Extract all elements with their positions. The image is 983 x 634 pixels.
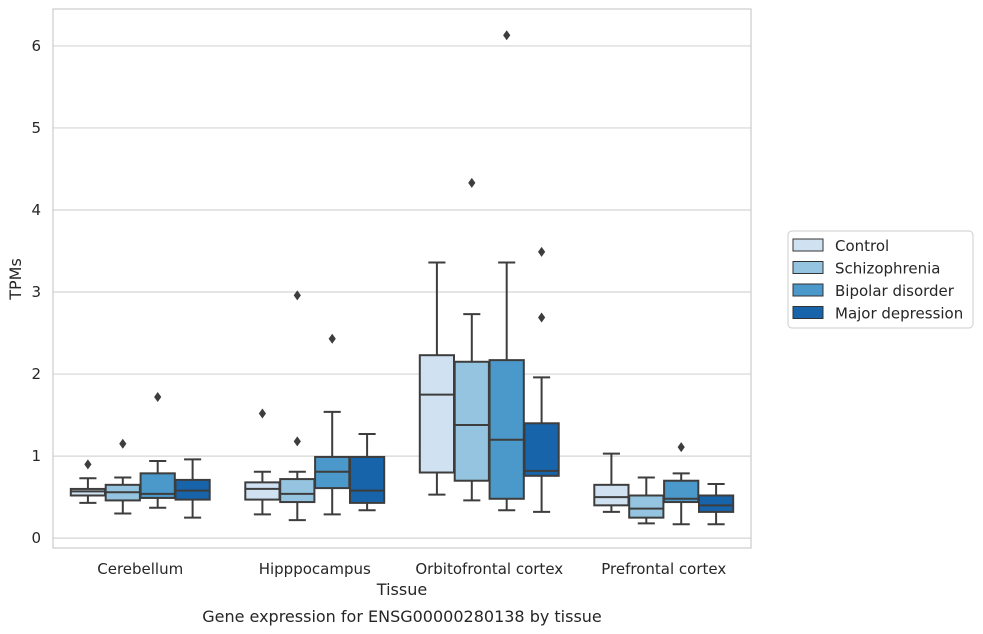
- x-tick-label: Cerebellum: [97, 560, 183, 578]
- box-bipolar-disorder: [139, 392, 176, 509]
- legend-label: Major depression: [835, 305, 963, 323]
- y-tick-label: 6: [31, 37, 41, 55]
- legend-label: Schizophrenia: [835, 260, 940, 278]
- legend-frame: [787, 230, 974, 329]
- box-iqr: [488, 359, 525, 500]
- box-bipolar-disorder: [314, 333, 351, 516]
- x-axis-title: Tissue: [376, 580, 427, 599]
- outlier-point: [538, 312, 546, 323]
- box-iqr: [663, 479, 700, 504]
- box-schizophrenia: [628, 476, 665, 525]
- x-tick-label: Prefrontal cortex: [601, 560, 726, 578]
- box-iqr: [593, 483, 630, 507]
- box-iqr: [453, 360, 490, 482]
- box-bipolar-disorder: [663, 442, 700, 526]
- outlier-point: [258, 408, 266, 419]
- box-iqr: [348, 455, 386, 504]
- legend: Control Schizophrenia Bipolar disorder Majo…: [787, 230, 974, 329]
- outlier-point: [154, 392, 162, 403]
- chart-caption: Gene expression for ENSG00000280138 by t…: [202, 607, 602, 626]
- box-iqr: [418, 354, 456, 474]
- legend-swatch: [792, 283, 824, 297]
- box-schizophrenia: [104, 438, 141, 515]
- box-iqr: [628, 494, 665, 519]
- box-groups: [69, 30, 735, 526]
- legend-swatch: [792, 238, 824, 252]
- box-major-depression: [523, 246, 560, 513]
- y-tick-label: 4: [31, 201, 41, 219]
- box-control: [69, 459, 107, 504]
- outlier-point: [538, 246, 546, 257]
- outlier-point: [293, 436, 301, 447]
- y-tick-label: 0: [31, 529, 41, 547]
- x-tick-label: Orbitofrontal cortex: [415, 560, 563, 578]
- box-major-depression: [174, 458, 211, 519]
- y-tick-label: 5: [31, 119, 41, 137]
- box-control: [418, 261, 456, 496]
- outlier-point: [677, 442, 685, 453]
- x-tick-labels: Cerebellum Hipppocampus Orbitofrontal cort…: [97, 560, 726, 578]
- outlier-point: [503, 30, 511, 41]
- outlier-point: [328, 333, 336, 344]
- y-tick-label: 3: [31, 283, 41, 301]
- y-tick-labels: 0 1 2 3 4 5 6: [31, 37, 41, 547]
- box-bipolar-disorder: [488, 30, 525, 512]
- box-iqr: [279, 478, 316, 504]
- box-iqr: [244, 481, 281, 501]
- grid-lines: [53, 45, 751, 539]
- legend-swatch: [792, 261, 824, 274]
- outlier-point: [119, 438, 127, 449]
- box-schizophrenia: [453, 177, 490, 502]
- legend-label: Bipolar disorder: [835, 282, 955, 300]
- outlier-point: [468, 177, 476, 188]
- y-tick-label: 1: [31, 447, 41, 465]
- box-schizophrenia: [279, 290, 316, 522]
- plot-frame: [52, 8, 752, 549]
- box-iqr: [697, 494, 735, 513]
- box-control: [244, 408, 281, 516]
- box-major-depression: [697, 483, 735, 526]
- box-major-depression: [348, 432, 386, 512]
- outlier-point: [293, 290, 301, 301]
- box-iqr: [523, 422, 560, 477]
- legend-swatch: [792, 306, 824, 319]
- outlier-point: [84, 459, 92, 470]
- y-axis-title: TPMs: [6, 258, 25, 301]
- box-control: [593, 452, 630, 513]
- y-tick-label: 2: [31, 365, 41, 383]
- x-tick-label: Hipppocampus: [259, 560, 371, 578]
- legend-label: Control: [835, 237, 889, 255]
